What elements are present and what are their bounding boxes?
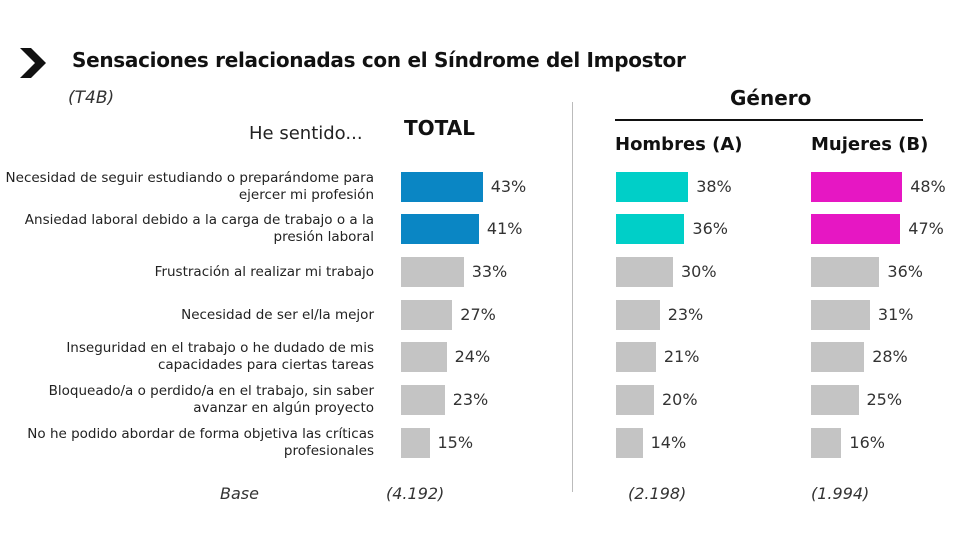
data-label-hombres: 36% <box>692 219 728 238</box>
data-label-total: 27% <box>460 305 496 324</box>
bar-mujeres <box>811 214 901 244</box>
hombres-header: Hombres (A) <box>615 134 743 155</box>
bar-mujeres <box>811 342 865 372</box>
data-label-mujeres: 31% <box>877 305 914 324</box>
bar-hombres <box>616 257 673 287</box>
base-total: (4.192) <box>386 484 445 503</box>
bar-total <box>401 257 464 287</box>
total-header: TOTAL <box>404 116 475 140</box>
category-label: Ansiedad laboral debido a la carga de tr… <box>24 212 374 245</box>
data-label-hombres: 21% <box>663 347 700 366</box>
data-label-mujeres: 28% <box>872 347 908 366</box>
data-label-total: 41% <box>486 219 523 238</box>
data-label-hombres: 20% <box>662 390 698 409</box>
data-label-total: 24% <box>454 347 491 366</box>
base-label: Base <box>220 484 259 503</box>
bar-hombres <box>616 172 689 202</box>
bar-hombres <box>616 385 654 415</box>
data-label-hombres: 14% <box>650 433 687 452</box>
bar-hombres <box>616 214 685 244</box>
bar-total <box>401 385 445 415</box>
bar-hombres <box>616 428 643 458</box>
group-underline <box>615 119 923 121</box>
base-mujeres: (1.994) <box>811 484 870 503</box>
chart-title: Sensaciones relacionadas con el Síndrome… <box>72 48 686 72</box>
data-label-total: 15% <box>437 433 474 452</box>
data-label-mujeres: 16% <box>849 433 885 452</box>
bar-mujeres <box>811 172 903 202</box>
category-label: Inseguridad en el trabajo o he dudado de… <box>66 340 374 373</box>
bar-mujeres <box>811 257 880 287</box>
category-label: Necesidad de ser el/la mejor <box>181 307 374 323</box>
base-hombres: (2.198) <box>628 484 687 503</box>
data-label-total: 23% <box>452 390 489 409</box>
group-header: Género <box>730 86 812 110</box>
category-label: Bloqueado/a o perdido/a en el trabajo, s… <box>48 383 374 416</box>
mujeres-header: Mujeres (B) <box>811 134 929 155</box>
bar-total <box>401 214 479 244</box>
data-label-total: 43% <box>490 177 527 196</box>
data-label-mujeres: 47% <box>908 219 944 238</box>
data-label-hombres: 23% <box>667 305 704 324</box>
bar-total <box>401 428 430 458</box>
bar-total <box>401 172 483 202</box>
data-label-hombres: 30% <box>681 262 717 281</box>
data-label-hombres: 38% <box>696 177 732 196</box>
bar-mujeres <box>811 385 859 415</box>
bar-mujeres <box>811 428 842 458</box>
category-label: Necesidad de seguir estudiando o prepará… <box>5 170 374 203</box>
chevron-right-icon <box>20 48 46 78</box>
row-lead-label: He sentido... <box>249 123 363 144</box>
data-label-mujeres: 48% <box>910 177 946 196</box>
divider <box>572 102 573 492</box>
data-label-mujeres: 25% <box>866 390 903 409</box>
data-label-total: 33% <box>471 262 508 281</box>
bar-mujeres <box>811 300 870 330</box>
bar-total <box>401 342 447 372</box>
category-label: No he podido abordar de forma objetiva l… <box>27 426 374 459</box>
question-code: (T4B) <box>68 88 115 108</box>
bar-total <box>401 300 453 330</box>
category-label: Frustración al realizar mi trabajo <box>154 264 374 280</box>
bar-hombres <box>616 342 656 372</box>
bar-hombres <box>616 300 660 330</box>
data-label-mujeres: 36% <box>887 262 923 281</box>
